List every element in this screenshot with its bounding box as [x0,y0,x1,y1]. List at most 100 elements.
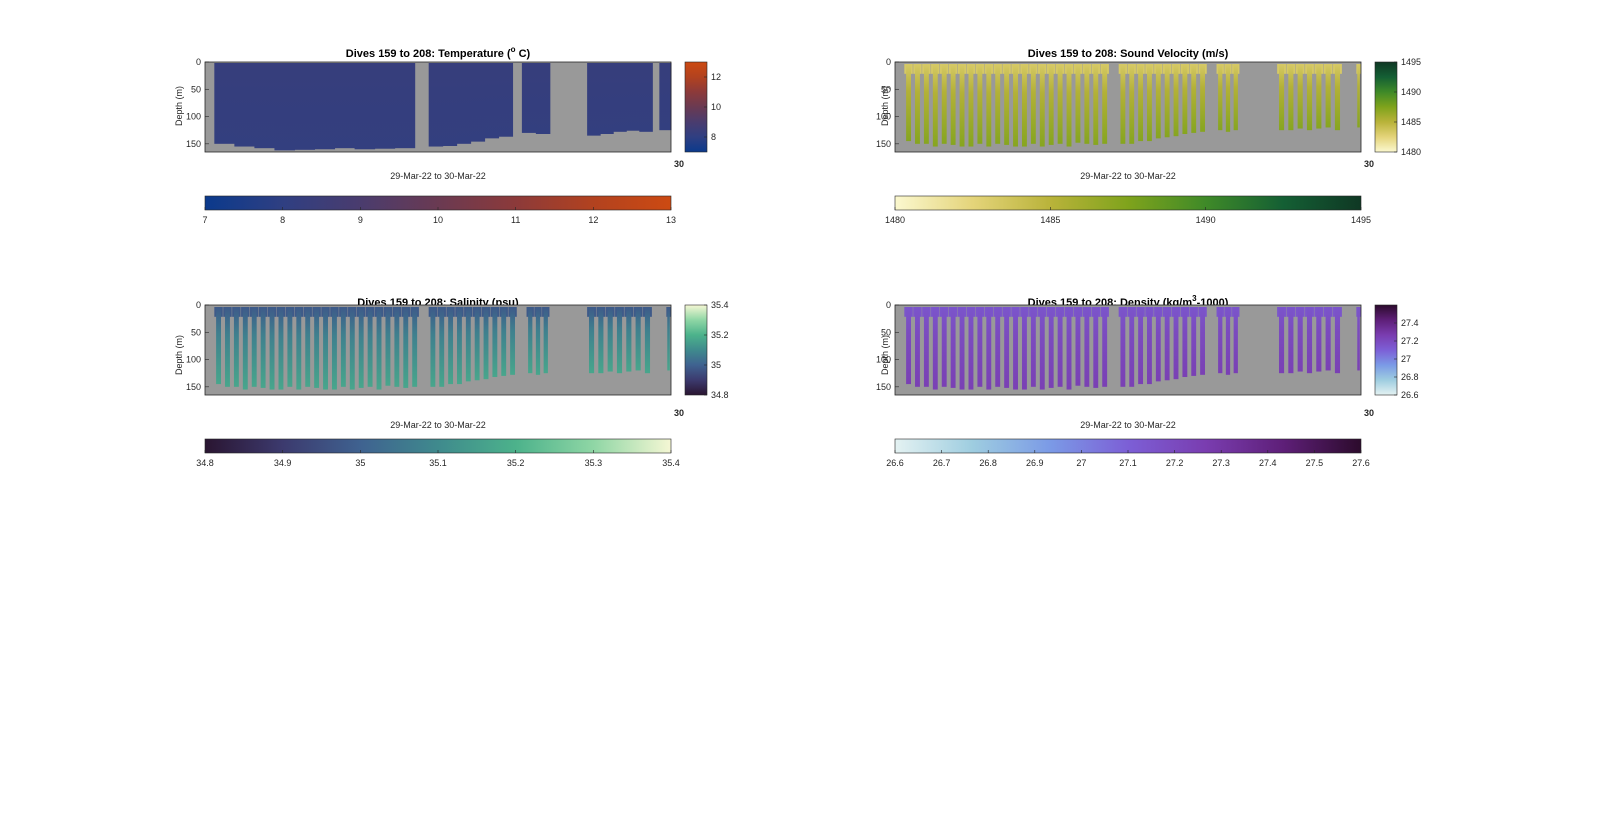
salinity-bottom-colorbar-tick-label: 35.3 [585,458,603,468]
sound-velocity-profile [1066,64,1072,147]
sound-velocity-profile [1129,64,1135,144]
sound-velocity-profile [1288,64,1294,131]
temperature-profile [456,63,472,144]
salinity-profile [287,307,293,387]
density-axes-frame [894,304,1362,396]
density-profile [1075,307,1081,386]
sound-velocity-right-colorbar-tick-label: 1490 [1401,87,1421,97]
temperature-profile [294,63,316,150]
sound-velocity-y-tick-label: 150 [876,139,891,149]
temperature-bottom-colorbar-tick-label: 9 [358,215,363,225]
sound-velocity-profile [1225,64,1231,132]
density-profile [977,307,983,387]
temperature-x-end-tick: 30 [674,159,684,169]
sound-velocity-x-end-tick: 30 [1364,159,1374,169]
density-profile [1316,307,1322,372]
sound-velocity-profile [941,64,947,144]
sound-velocity-bottom-colorbar-tick-label: 1480 [885,215,905,225]
salinity-right-colorbar-tick-label: 35.4 [711,300,729,310]
sound-velocity-profile [915,64,920,144]
salinity-profile [358,307,364,388]
density-profile [1147,307,1152,385]
density-right-colorbar-tick-label: 27.4 [1401,318,1419,328]
sound-velocity-profile [1048,64,1054,145]
sound-velocity-profile [986,64,992,147]
temperature-profile [521,63,537,133]
density-profile [1039,307,1045,390]
density-profile [968,307,974,390]
salinity-bottom-colorbar-tick-label: 34.9 [274,458,292,468]
density-profile [1225,307,1231,375]
sound-velocity-profile [1004,64,1010,145]
density-profile [1057,307,1063,387]
temperature-profile [214,63,235,144]
salinity-bottom-colorbar-tick-label: 34.8 [196,458,214,468]
salinity-profile [269,307,275,390]
salinity-profile [448,307,454,385]
density-xlabel: 29-Mar-22 to 30-Mar-22 [1080,420,1176,430]
density-profile [1066,307,1072,390]
temperature-profile [334,63,356,149]
sound-velocity-profile [932,64,938,147]
salinity-profile [457,307,462,385]
salinity-profile [233,307,239,387]
sound-velocity-right-colorbar [1374,61,1398,153]
salinity-y-tick-label: 0 [196,300,201,310]
temperature-ylabel: Depth (m) [174,86,184,126]
sound-velocity-bottom-colorbar-tick-label: 1485 [1040,215,1060,225]
temperature-bottom-colorbar-tick-label: 7 [202,215,207,225]
salinity-profile [305,307,311,387]
salinity-y-tick-label: 150 [186,382,201,392]
salinity-profile [412,307,418,387]
density-profile [1297,307,1303,372]
temperature-profile [470,63,486,142]
density-right-colorbar-tick-label: 26.6 [1401,390,1419,400]
density-panel: Dives 159 to 208: Density (kg/m3-1000) D… [876,294,1419,468]
salinity-profile [635,307,641,371]
sound-velocity-bottom-colorbar-tick-label: 1495 [1351,215,1371,225]
sound-velocity-profile [1093,64,1099,145]
density-profile [1191,307,1197,376]
sound-velocity-profile [959,64,965,147]
temperature-profile [659,63,672,131]
density-profile [1102,307,1108,387]
sound-velocity-profile [1297,64,1303,129]
salinity-profile [260,307,266,388]
salinity-profile [367,307,373,387]
density-y-tick-label: 100 [876,355,891,365]
temperature-profile [274,63,295,151]
salinity-profile [314,307,320,388]
density-right-colorbar-tick-label: 27 [1401,354,1411,364]
density-bottom-colorbar-tick-label: 27.3 [1212,458,1230,468]
sound-velocity-y-tick-label: 0 [886,57,891,67]
salinity-profile [626,307,632,372]
density-y-tick-label: 0 [886,300,891,310]
temperature-right-colorbar [684,61,708,153]
temperature-bottom-colorbar-tick-label: 8 [280,215,285,225]
sound-velocity-profile [1357,64,1360,128]
density-profile [1182,307,1188,377]
density-right-colorbar [1374,304,1398,396]
salinity-profile [225,307,230,387]
salinity-right-colorbar-tick-label: 35 [711,360,721,370]
sound-velocity-profile [1084,64,1090,144]
temperature-panel: Dives 159 to 208: Temperature (o C) Dept… [174,45,721,225]
salinity-profile [439,307,445,387]
temperature-right-colorbar-tick-label: 10 [711,102,721,112]
temperature-profile [442,63,458,146]
sound-velocity-axes-frame [894,61,1362,153]
density-profile [906,307,912,385]
temperature-right-colorbar-tick-label: 12 [711,72,721,82]
salinity-profile [430,307,436,387]
temperature-y-tick-label: 100 [186,112,201,122]
salinity-x-end-tick: 30 [674,408,684,418]
sound-velocity-title: Dives 159 to 208: Sound Velocity (m/s) [1028,48,1229,60]
sound-velocity-profile [1182,64,1188,134]
density-profile [1278,307,1285,374]
temperature-profile [314,63,336,150]
density-bottom-colorbar-tick-label: 27.6 [1352,458,1370,468]
salinity-profile [501,307,507,376]
salinity-ylabel: Depth (m) [174,335,184,375]
temperature-profile [535,63,551,134]
